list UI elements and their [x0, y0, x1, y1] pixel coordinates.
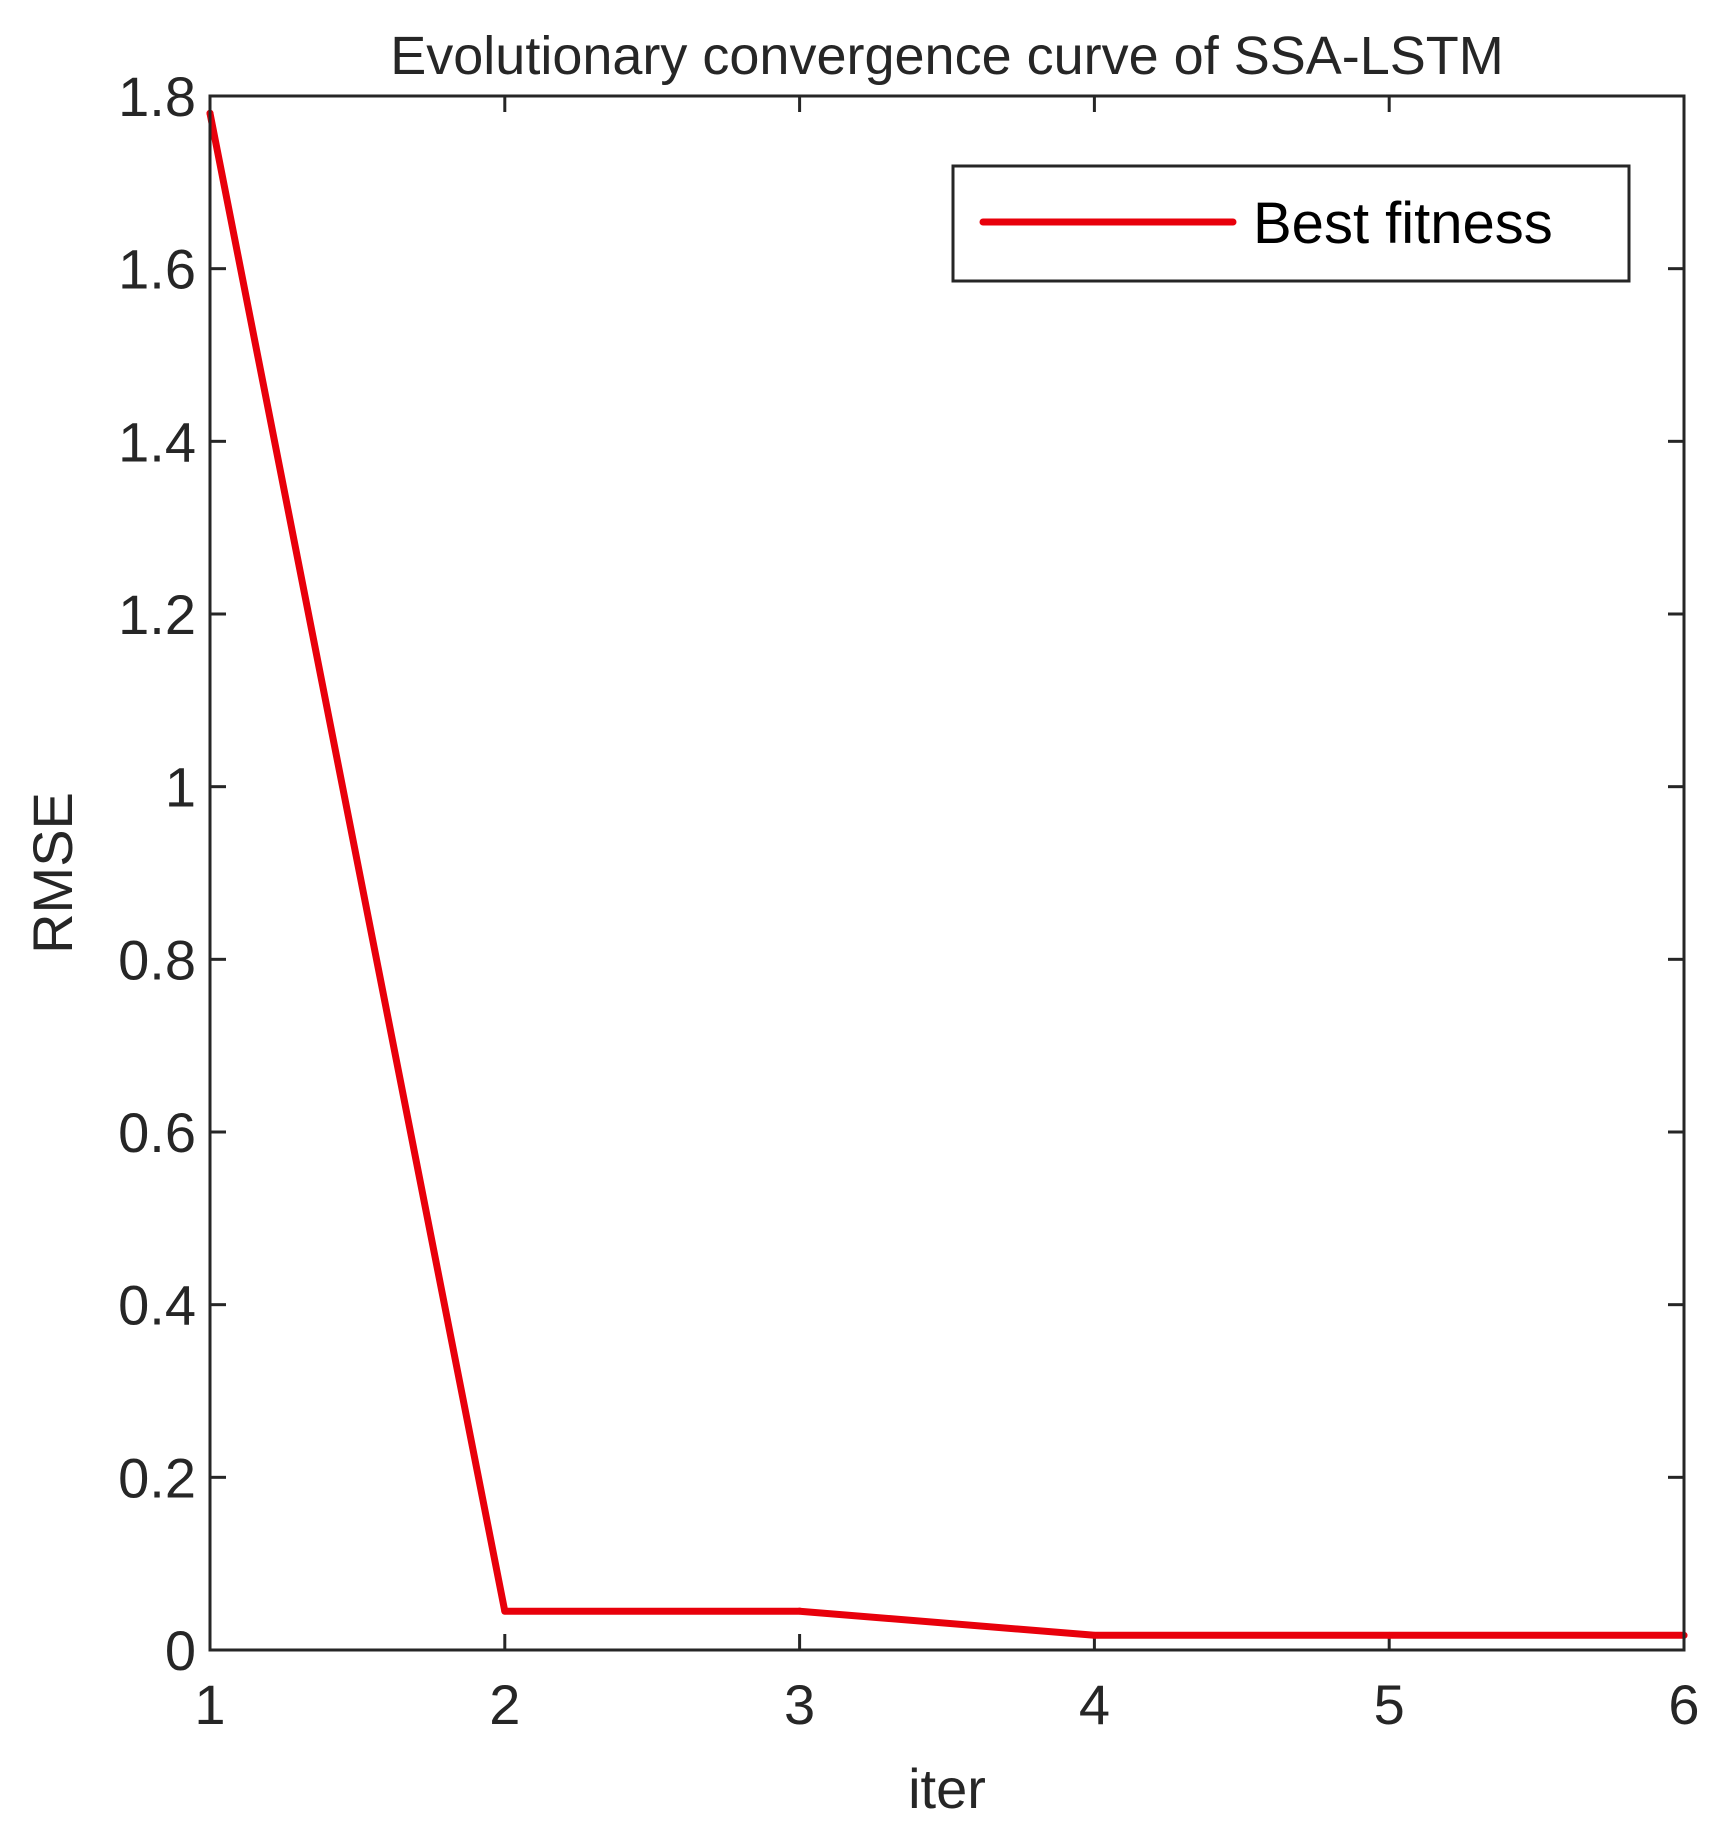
x-tick-label: 2 [489, 1673, 520, 1736]
y-tick-label: 1.8 [118, 65, 196, 128]
x-tick-label: 3 [784, 1673, 815, 1736]
y-tick-label: 0.6 [118, 1101, 196, 1164]
y-tick-label: 1.2 [118, 583, 196, 646]
y-tick-label: 0 [165, 1619, 196, 1682]
x-axis-label: iter [908, 1757, 986, 1820]
data-point [1385, 1631, 1393, 1639]
x-axis-ticks: 1 2 3 4 5 6 [194, 96, 1700, 1736]
y-axis-label: RMSE [21, 792, 84, 954]
y-tick-label: 0.4 [118, 1274, 196, 1337]
x-tick-label: 5 [1374, 1673, 1405, 1736]
data-point [1090, 1631, 1098, 1639]
legend: Best fitness [951, 164, 1631, 283]
legend-label: Best fitness [1253, 191, 1553, 256]
y-tick-label: 1.6 [118, 238, 196, 301]
y-axis-ticks: 0 0.2 0.4 0.6 0.8 1 1.2 1.4 1.6 1.8 [118, 65, 1684, 1682]
y-tick-label: 1 [165, 756, 196, 819]
y-tick-label: 0.2 [118, 1446, 196, 1509]
data-point [501, 1607, 509, 1615]
plot-area-frame [208, 94, 1686, 1652]
series-line-best-fitness [206, 109, 1688, 1639]
x-tick-label: 4 [1079, 1673, 1110, 1736]
chart-title: Evolutionary convergence curve of SSA-LS… [390, 26, 1504, 86]
y-tick-label: 1.4 [118, 410, 196, 473]
data-point [796, 1607, 804, 1615]
x-tick-label: 1 [194, 1673, 225, 1736]
x-tick-label: 6 [1668, 1673, 1699, 1736]
y-tick-label: 0.8 [118, 928, 196, 991]
